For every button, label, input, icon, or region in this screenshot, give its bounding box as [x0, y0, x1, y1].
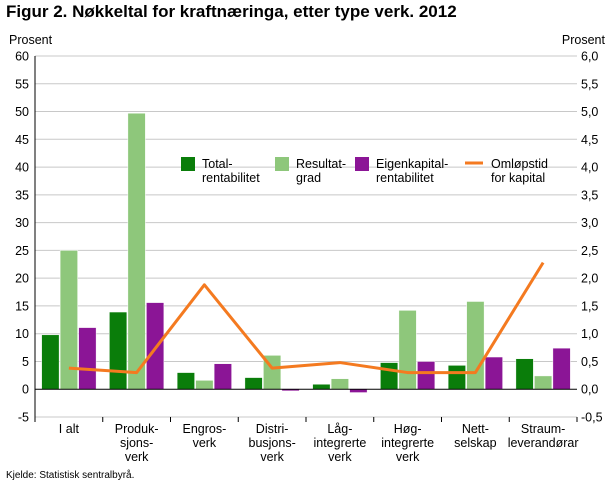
bar — [417, 361, 436, 390]
bar — [176, 372, 195, 390]
line-series — [68, 261, 545, 375]
x-tick-label: selskap — [454, 436, 496, 450]
bar — [534, 375, 553, 390]
y2-tick-label: 6,0 — [581, 50, 598, 64]
y2-axis-label: Prosent — [562, 33, 606, 47]
y2-tick-label: 5,5 — [581, 77, 598, 91]
bar — [330, 378, 349, 390]
x-tick-label: Distri- — [256, 422, 289, 436]
bar — [398, 310, 417, 390]
y2-tick-label: 0,0 — [581, 383, 598, 397]
y-tick-label: 45 — [15, 133, 29, 147]
y2-tick-label: 4,5 — [581, 133, 598, 147]
legend-label: grad — [296, 171, 321, 185]
y2-tick-label: 1,5 — [581, 299, 598, 313]
x-tick-label: leverandørar — [508, 436, 579, 450]
bar — [109, 311, 128, 390]
bar — [312, 383, 331, 390]
x-tick-label: integrerte — [313, 436, 366, 450]
legend-label: for kapital — [491, 171, 545, 185]
y-tick-label: 30 — [15, 216, 29, 230]
x-tick-label: Straum- — [521, 422, 565, 436]
bar — [213, 363, 232, 390]
y-tick-label: 5 — [22, 355, 29, 369]
legend-swatch — [181, 157, 195, 171]
x-tick-label: verk — [396, 450, 420, 464]
bar — [552, 347, 571, 390]
chart-title: Figur 2. Nøkkeltal for kraftnæringa, ett… — [6, 2, 457, 21]
x-tick-label: Høg- — [394, 422, 422, 436]
bar — [146, 302, 165, 390]
y-tick-label: 20 — [15, 272, 29, 286]
x-tick-label: verk — [125, 450, 149, 464]
y2-tick-label: 5,0 — [581, 105, 598, 119]
y-tick-label: 40 — [15, 161, 29, 175]
bar — [41, 334, 60, 390]
y2-tick-label: 3,0 — [581, 216, 598, 230]
bar-series — [41, 112, 571, 393]
y2-tick-label: 3,5 — [581, 188, 598, 202]
y-tick-label: 15 — [15, 299, 29, 313]
legend-swatch — [275, 157, 289, 171]
y2-tick-label: 2,5 — [581, 244, 598, 258]
source-note: Kjelde: Statistisk sentralbyrå. — [6, 470, 135, 481]
y-tick-label: 10 — [15, 327, 29, 341]
legend-label: rentabilitet — [202, 171, 260, 185]
x-tick-label: I alt — [59, 422, 80, 436]
y-tick-label: 55 — [15, 77, 29, 91]
y-axis-label: Prosent — [9, 33, 53, 47]
bar — [515, 358, 534, 390]
y2-tick-label: 0,5 — [581, 355, 598, 369]
bar — [127, 112, 146, 390]
y2-tick-label: 2,0 — [581, 272, 598, 286]
grid-lines — [35, 55, 577, 418]
x-tick-label: Låg- — [327, 422, 352, 436]
y2-tick-label: 4,0 — [581, 161, 598, 175]
x-tick-label: Engros- — [182, 422, 226, 436]
x-tick-label: Nett- — [462, 422, 489, 436]
legend-label: Resultat- — [296, 157, 346, 171]
y-tick-label: 60 — [15, 50, 29, 64]
legend-label: Total- — [202, 157, 233, 171]
y-tick-label: 50 — [15, 105, 29, 119]
x-tick-label: verk — [260, 450, 284, 464]
series-line — [68, 261, 545, 375]
bar — [380, 362, 399, 390]
y2-tick-label: -0,5 — [581, 411, 603, 425]
bar — [466, 301, 485, 390]
x-tick-label: verk — [328, 450, 352, 464]
legend-label: Omløpstid — [491, 157, 548, 171]
bar — [195, 380, 214, 390]
y-tick-label: 0 — [22, 383, 29, 397]
axes: -5 0 5 10 15 20 25 30 35 40 45 50 55 60 -0,5 0,0 0,5 1,0 1… — [9, 33, 606, 464]
bar — [78, 327, 97, 390]
x-tick-label: integrerte — [381, 436, 434, 450]
y-tick-label: 35 — [15, 188, 29, 202]
bar — [447, 365, 466, 390]
legend-swatch — [355, 157, 369, 171]
bar — [244, 377, 263, 390]
x-tick-label: sjons- — [120, 436, 153, 450]
legend: Total-rentabilitet Resultat-grad Eigenkapi… — [181, 157, 548, 185]
x-tick-label: busjons- — [249, 436, 296, 450]
bar — [484, 356, 503, 390]
y2-tick-label: 1,0 — [581, 327, 598, 341]
x-tick-label: verk — [193, 436, 217, 450]
legend-label: rentabilitet — [376, 171, 434, 185]
x-tick-label: Produk- — [115, 422, 159, 436]
legend-label: Eigenkapital- — [376, 157, 448, 171]
y-tick-label: -5 — [18, 411, 29, 425]
y-tick-label: 25 — [15, 244, 29, 258]
